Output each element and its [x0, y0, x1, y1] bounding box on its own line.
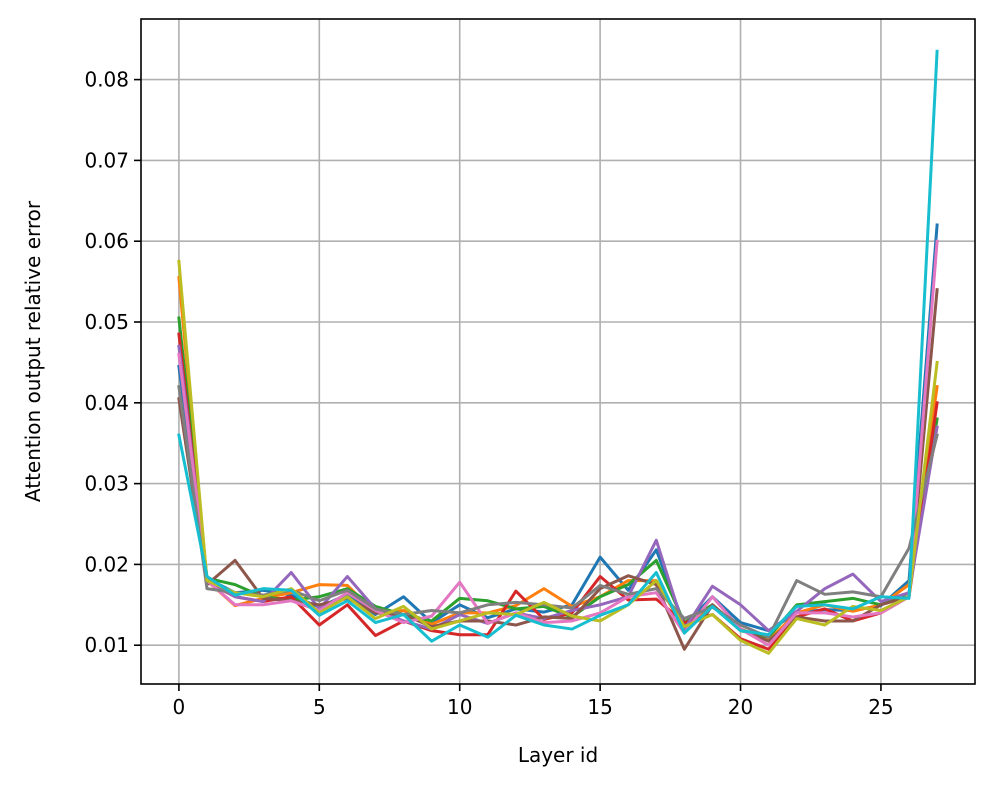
y-tick-label: 0.03	[84, 472, 129, 496]
series-line-8	[177, 384, 939, 639]
x-tick-label: 10	[447, 695, 472, 719]
plot-frame	[140, 18, 976, 685]
x-tick-label: 15	[587, 695, 612, 719]
x-tick-label: 20	[728, 695, 753, 719]
grid	[141, 19, 975, 684]
series-lines	[177, 49, 939, 655]
axis-ticks: 0 5 10 15 20 25 0.01 0.02 0.03 0.04 0.05 0.06 0.07 0.…	[84, 68, 893, 719]
series-line-10	[177, 49, 939, 643]
x-tick-label: 25	[868, 695, 893, 719]
y-tick-label: 0.05	[84, 310, 129, 334]
y-tick-label: 0.02	[84, 552, 129, 576]
x-axis-label: Layer id	[518, 743, 598, 767]
y-axis-label: Attention output relative error	[21, 200, 45, 502]
y-tick-label: 0.01	[84, 633, 129, 657]
x-tick-label: 5	[313, 695, 326, 719]
series-line-9	[177, 259, 939, 655]
y-tick-label: 0.04	[84, 391, 129, 415]
y-tick-label: 0.08	[84, 68, 129, 92]
series-line-7	[177, 239, 939, 647]
series-line-3	[177, 316, 939, 639]
y-tick-label: 0.07	[84, 148, 129, 172]
x-tick-label: 0	[173, 695, 186, 719]
y-tick-label: 0.06	[84, 229, 129, 253]
series-line-5	[177, 344, 939, 633]
